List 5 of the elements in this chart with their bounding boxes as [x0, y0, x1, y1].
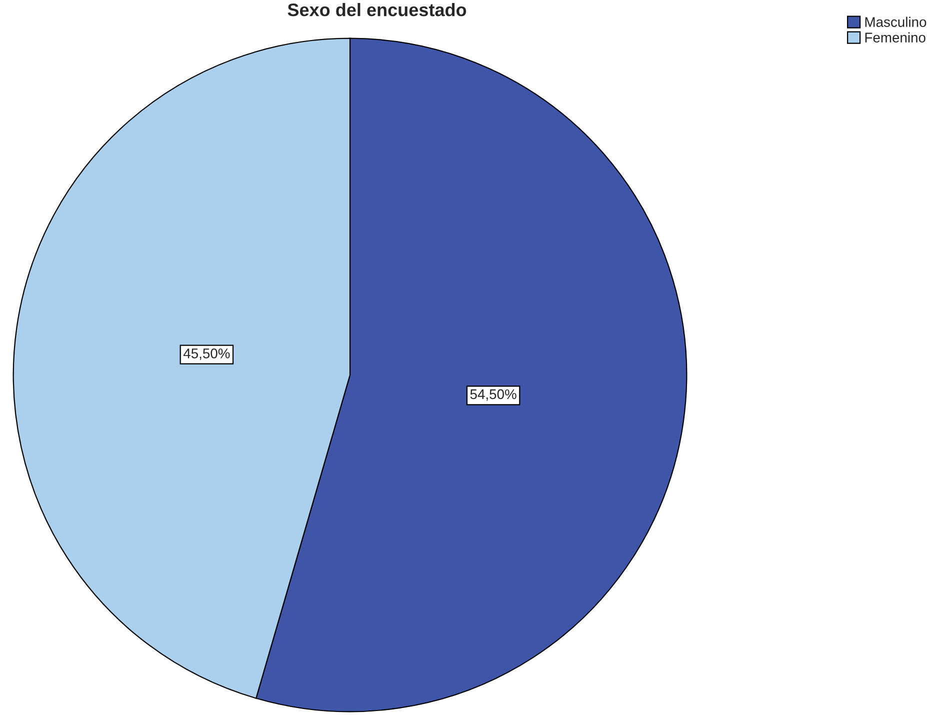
- legend-label: Femenino: [865, 32, 926, 42]
- data-label: 45,50%: [183, 348, 230, 360]
- chart-title: Sexo del encuestado: [288, 3, 466, 16]
- legend-label: Masculino: [865, 16, 926, 27]
- data-label: 54,50%: [470, 389, 516, 401]
